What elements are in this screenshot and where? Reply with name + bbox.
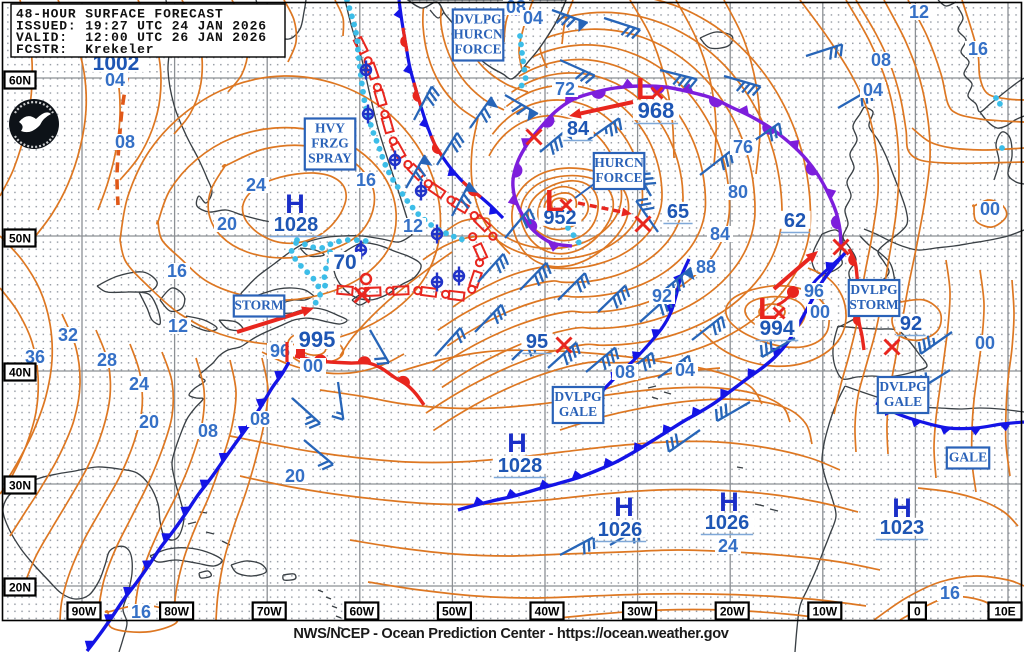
svg-text:1023: 1023 [880,517,925,539]
svg-text:62: 62 [784,210,806,232]
svg-text:L: L [758,291,777,326]
svg-text:20: 20 [285,466,305,486]
svg-text:FORCE: FORCE [595,170,642,185]
svg-text:DVLPG: DVLPG [850,282,898,297]
svg-text:12: 12 [909,2,929,22]
svg-text:80W: 80W [164,605,189,619]
svg-text:60N: 60N [9,74,31,88]
svg-text:08: 08 [615,362,635,382]
svg-text:VALID: 12:00 UTC 26 JAN 2026: VALID: 12:00 UTC 26 JAN 2026 [16,30,267,45]
svg-text:28: 28 [97,350,117,370]
svg-text:1002: 1002 [93,52,140,75]
svg-text:40N: 40N [9,366,31,380]
svg-text:84: 84 [710,224,730,244]
svg-text:995: 995 [299,327,336,352]
svg-text:H: H [285,189,305,219]
svg-text:HVY: HVY [315,121,345,136]
svg-text:84: 84 [567,118,590,140]
svg-text:1028: 1028 [498,455,543,477]
svg-text:DVLPG: DVLPG [554,389,602,404]
svg-text:00: 00 [980,199,1000,219]
svg-text:30N: 30N [9,479,31,493]
svg-text:72: 72 [555,79,575,99]
svg-text:88: 88 [696,257,716,277]
svg-text:1028: 1028 [274,214,319,236]
svg-text:20: 20 [217,214,237,234]
svg-text:00: 00 [810,302,830,322]
svg-text:L: L [636,71,655,106]
svg-text:0: 0 [914,605,921,619]
svg-text:H: H [892,493,912,523]
svg-text:04: 04 [863,80,883,100]
svg-text:HURCN: HURCN [594,155,644,170]
svg-text:GALE: GALE [949,450,987,465]
svg-text:95: 95 [526,331,548,353]
svg-text:FRZG: FRZG [311,136,349,151]
svg-text:10W: 10W [812,605,837,619]
svg-text:16: 16 [167,261,187,281]
svg-text:952: 952 [543,207,576,229]
svg-text:70: 70 [333,251,356,274]
svg-text:16: 16 [131,602,151,622]
svg-text:08: 08 [250,409,270,429]
svg-text:ISSUED: 19:27 UTC 24 JAN 2026: ISSUED: 19:27 UTC 24 JAN 2026 [16,18,267,33]
svg-text:40W: 40W [535,605,560,619]
svg-text:08: 08 [115,132,135,152]
svg-text:SPRAY: SPRAY [308,151,352,166]
svg-text:04: 04 [105,70,125,90]
svg-text:20W: 20W [720,605,745,619]
svg-text:FORCE: FORCE [454,42,501,57]
svg-text:L: L [545,183,564,218]
svg-text:16: 16 [940,583,960,603]
svg-text:92: 92 [900,313,922,335]
svg-text:96: 96 [804,281,824,301]
svg-text:H: H [719,487,739,517]
svg-text:60W: 60W [349,605,374,619]
svg-text:76: 76 [733,137,753,157]
svg-text:STORM: STORM [234,298,284,313]
svg-text:968: 968 [638,98,675,123]
svg-text:50W: 50W [442,605,467,619]
svg-text:90W: 90W [72,605,97,619]
svg-text:24: 24 [129,374,149,394]
svg-text:12: 12 [168,316,188,336]
svg-text:36: 36 [25,347,45,367]
svg-text:10E: 10E [994,605,1015,619]
svg-text:24: 24 [718,536,738,556]
svg-text:20N: 20N [9,581,31,595]
svg-text:00: 00 [975,333,995,353]
svg-text:08: 08 [871,50,891,70]
svg-text:70W: 70W [257,605,282,619]
svg-text:00: 00 [303,356,323,376]
svg-text:HURCN: HURCN [453,27,503,42]
svg-text:30W: 30W [627,605,652,619]
svg-text:GALE: GALE [884,394,922,409]
svg-text:H: H [507,428,527,458]
svg-text:92: 92 [652,286,672,306]
svg-text:994: 994 [759,317,794,340]
svg-text:04: 04 [675,360,695,380]
svg-text:1026: 1026 [598,519,643,541]
svg-text:04: 04 [523,8,543,28]
svg-text:16: 16 [968,39,988,59]
svg-text:STORM: STORM [849,297,899,312]
svg-text:1026: 1026 [705,512,750,534]
svg-text:H: H [614,492,634,522]
svg-text:65: 65 [667,201,689,223]
svg-text:20: 20 [139,412,159,432]
svg-text:50N: 50N [9,232,31,246]
svg-text:32: 32 [58,325,78,345]
svg-text:48-HOUR SURFACE FORECAST: 48-HOUR SURFACE FORECAST [16,7,224,22]
svg-text:12: 12 [403,216,423,236]
svg-text:80: 80 [728,182,748,202]
svg-text:08: 08 [198,421,218,441]
svg-text:DVLPG: DVLPG [454,12,502,27]
svg-text:GALE: GALE [559,404,597,419]
svg-text:16: 16 [356,170,376,190]
svg-text:DVLPG: DVLPG [879,379,927,394]
svg-text:NWS/NCEP - Ocean Prediction Ce: NWS/NCEP - Ocean Prediction Center - htt… [293,626,729,642]
svg-text:24: 24 [246,175,266,195]
svg-text:FCSTR: Krekeler: FCSTR: Krekeler [16,42,154,57]
svg-text:96: 96 [270,341,290,361]
